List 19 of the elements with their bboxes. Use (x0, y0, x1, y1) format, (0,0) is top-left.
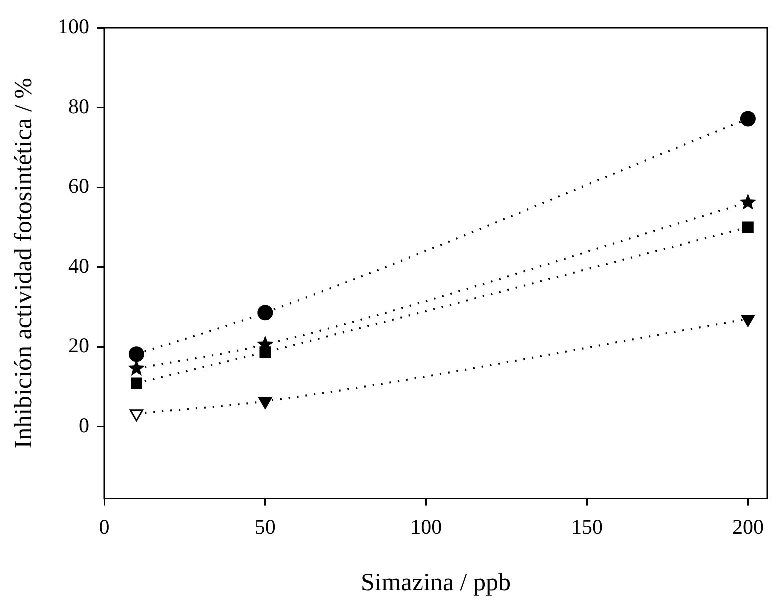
x-tick-label: 200 (732, 514, 764, 539)
x-tick-label: 100 (410, 514, 442, 539)
y-tick-label: 20 (68, 334, 90, 358)
x-tick-label: 150 (572, 514, 604, 539)
point (128, 346, 144, 362)
y-tick-label: 40 (68, 254, 90, 278)
x-tick-label: 0 (99, 514, 110, 539)
y-tick-label: 60 (68, 174, 90, 198)
point (740, 194, 757, 210)
x-tick-label: 50 (254, 514, 276, 539)
y-tick-label: 100 (58, 14, 90, 39)
y-axis-title: Inhibición actividad fotosintética / % (10, 78, 38, 449)
y-tick-label: 80 (68, 94, 90, 118)
point (258, 305, 274, 321)
y-tick-label: 0 (79, 414, 90, 438)
point (130, 378, 142, 390)
point (742, 222, 754, 234)
x-axis-title: Simazina / ppb (361, 570, 511, 597)
point (740, 111, 756, 127)
